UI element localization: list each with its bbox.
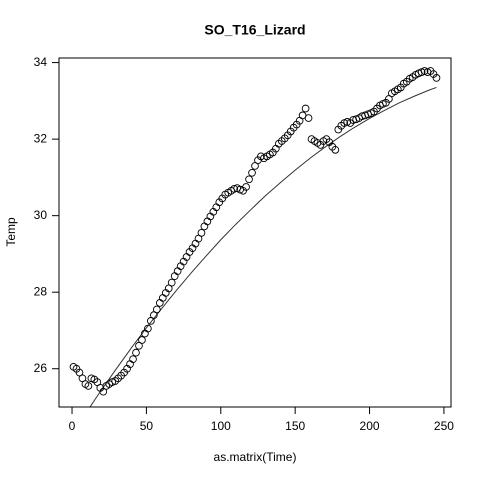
point	[242, 183, 250, 191]
point	[197, 229, 206, 237]
x-tick-label: 50	[140, 419, 154, 433]
point	[129, 355, 137, 364]
point	[248, 168, 256, 177]
point	[245, 175, 253, 184]
chart-title: SO_T16_Lizard	[204, 22, 305, 38]
point	[304, 114, 313, 122]
y-tick-label: 26	[34, 361, 48, 375]
y-tick-label: 32	[34, 131, 48, 145]
y-tick-label: 28	[34, 284, 48, 298]
y-tick-label: 30	[34, 208, 48, 222]
point	[152, 305, 161, 314]
point	[301, 104, 310, 113]
point	[144, 324, 152, 333]
point	[167, 278, 176, 287]
point	[230, 185, 239, 193]
point	[432, 74, 441, 82]
x-tick-label: 100	[211, 419, 231, 433]
point	[84, 382, 93, 390]
point	[138, 336, 146, 344]
point	[331, 145, 340, 154]
point	[132, 348, 140, 357]
fit-line	[89, 86, 437, 407]
y-axis-label: Temp	[4, 217, 18, 247]
x-tick-label: 0	[69, 419, 76, 433]
x-tick-label: 200	[360, 419, 380, 433]
y-tick-label: 34	[34, 55, 48, 69]
x-axis-label: as.matrix(Time)	[214, 450, 297, 464]
x-tick-label: 250	[434, 419, 454, 433]
plot-area	[69, 67, 441, 407]
x-tick-label: 150	[285, 419, 305, 433]
